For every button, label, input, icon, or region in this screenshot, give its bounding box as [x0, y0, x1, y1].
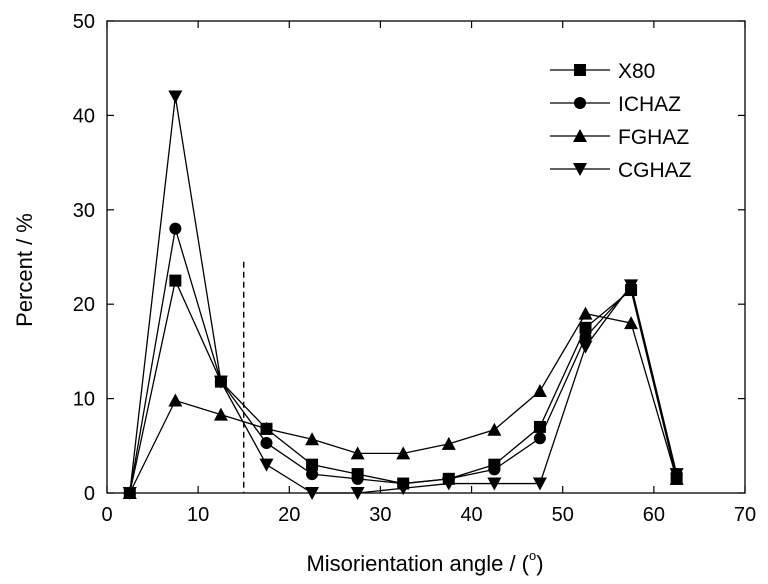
- data-point: [168, 90, 183, 104]
- data-point: [213, 375, 228, 389]
- data-point: [579, 321, 592, 334]
- plot-area: 0 10 20 30 40 50 60 70 0 10 20 30 40 50: [73, 11, 756, 526]
- x-tick-label: 10: [187, 504, 209, 526]
- series-line: [129, 96, 678, 494]
- legend-entry-fghaz: FGHAZ: [550, 126, 689, 149]
- x-tick-label: 70: [734, 504, 756, 526]
- data-point: [169, 222, 182, 235]
- y-tick-label: 0: [84, 483, 95, 505]
- data-point: [306, 458, 319, 471]
- x-tick-label: 20: [278, 504, 300, 526]
- legend-marker: [573, 129, 587, 142]
- data-point: [306, 468, 319, 481]
- series-line: [129, 312, 678, 494]
- data-point: [213, 407, 228, 421]
- x-tick-label: 50: [552, 504, 574, 526]
- data-point: [487, 422, 502, 436]
- data-point: [532, 384, 547, 398]
- series-line: [129, 278, 678, 494]
- data-point: [441, 477, 456, 491]
- x-axis-title: Misorientation angle / (o): [306, 548, 543, 576]
- data-point: [305, 487, 320, 500]
- legend-label: X80: [618, 60, 655, 83]
- data-point: [487, 477, 502, 491]
- x-tick-label: 40: [460, 504, 482, 526]
- data-point: [168, 393, 183, 407]
- x-axis-title-main: Misorientation angle / (: [306, 551, 529, 576]
- series-x80: [123, 274, 683, 499]
- data-point: [260, 436, 273, 449]
- series-layer: [122, 90, 684, 500]
- data-point: [578, 306, 593, 320]
- legend-entry-ichaz: ICHAZ: [550, 93, 681, 116]
- data-point: [578, 340, 593, 354]
- data-point: [532, 477, 547, 491]
- legend-marker: [574, 64, 586, 76]
- legend-entry-cghaz: CGHAZ: [550, 159, 692, 182]
- y-tick-label: 40: [73, 105, 95, 127]
- data-point: [259, 421, 274, 435]
- y-tick-label: 30: [73, 200, 95, 222]
- legend-entry-x80: X80: [550, 60, 655, 83]
- x-tick-label: 0: [101, 504, 112, 526]
- series-cghaz: [122, 90, 684, 500]
- y-axis-title: Percent / %: [12, 213, 37, 327]
- data-point: [669, 468, 684, 482]
- x-axis-title-suffix: ): [536, 551, 543, 576]
- legend-marker: [574, 97, 586, 109]
- x-axis-title-superscript: o: [529, 548, 536, 563]
- data-point: [624, 316, 639, 330]
- data-point: [305, 432, 320, 446]
- data-point: [351, 472, 364, 485]
- y-tick-label: 50: [73, 11, 95, 33]
- data-point: [122, 487, 137, 500]
- legend: X80 ICHAZ FGHAZ CGHAZ: [550, 60, 692, 182]
- data-point: [396, 446, 411, 460]
- x-tick-label: 30: [369, 504, 391, 526]
- data-point: [441, 436, 456, 450]
- data-point: [533, 432, 546, 445]
- data-point: [169, 274, 182, 287]
- legend-label: CGHAZ: [618, 159, 692, 182]
- data-point: [488, 463, 501, 476]
- legend-label: ICHAZ: [618, 93, 681, 116]
- data-point: [350, 446, 365, 460]
- legend-label: FGHAZ: [618, 126, 689, 149]
- data-point: [350, 487, 365, 500]
- y-tick-label: 20: [73, 294, 95, 316]
- plot-frame: [106, 20, 746, 494]
- x-tick-label: 60: [643, 504, 665, 526]
- legend-marker: [573, 163, 587, 176]
- data-point: [259, 458, 274, 472]
- data-point: [396, 482, 411, 496]
- data-point: [624, 279, 639, 293]
- y-tick-label: 10: [73, 389, 95, 411]
- data-point: [533, 420, 546, 433]
- series-fghaz: [122, 306, 684, 499]
- data-point: [579, 331, 592, 344]
